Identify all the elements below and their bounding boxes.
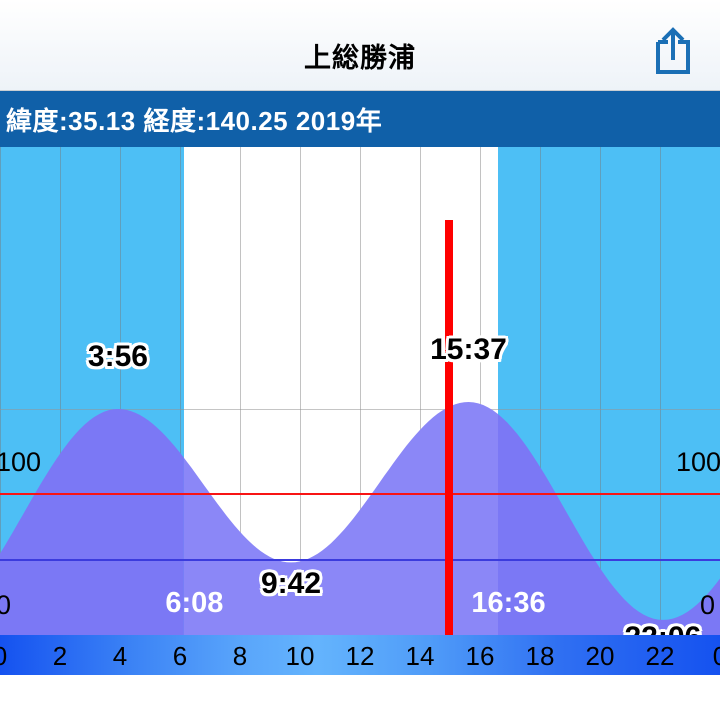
y-axis-label-right-100: 100: [676, 446, 720, 477]
time-axis: 0 2 4 6 8 10 12 14 16 18 20 22 0: [0, 635, 720, 675]
chart-gridline-vertical: [420, 147, 421, 635]
time-axis-tick: 12: [345, 641, 375, 671]
chart-gridline-vertical: [600, 147, 601, 635]
time-axis-tick: 6: [172, 641, 188, 671]
time-axis-tick: 4: [112, 641, 128, 671]
chart-gridline-vertical: [660, 147, 661, 635]
tide-extreme-label-high-2: 15:37: [430, 333, 507, 367]
chart-gridline-vertical: [540, 147, 541, 635]
page-title: 上総勝浦: [304, 43, 416, 73]
y-axis-label-left-100: 100: [0, 446, 42, 477]
time-axis-tick: 10: [285, 641, 315, 671]
app-header: 上総勝浦: [0, 0, 720, 91]
chart-gridline-vertical: [0, 147, 1, 635]
time-axis-tick: 2: [52, 641, 68, 671]
tide-curve: [0, 402, 720, 635]
coordinates-bar: 緯度:35.13 経度:140.25 2019年: [0, 91, 720, 147]
tide-extreme-label-high-1: 3:56: [87, 340, 148, 373]
current-time-marker: [444, 220, 453, 635]
y-axis-label-left-0: 0: [0, 589, 12, 620]
mid-level-blue: [0, 558, 720, 561]
time-axis-tick: 20: [585, 641, 615, 671]
time-axis-tick: 14: [405, 641, 435, 671]
tide-chart[interactable]: 100 0 100 0 3:56 9:42 15:37 22:06 6:08 1…: [0, 147, 720, 635]
chart-gridline-vertical: [180, 147, 181, 635]
time-axis-tick: 16: [465, 641, 495, 671]
y-axis-label-right-0: 0: [700, 589, 716, 620]
time-axis-tick: 8: [232, 641, 248, 671]
tide-extreme-label-low-2: 22:06: [625, 621, 702, 635]
time-axis-tick: 0: [0, 641, 7, 672]
sunrise-label: 6:08: [165, 587, 224, 619]
footer-spacer: [0, 675, 720, 707]
chart-gridline-vertical: [480, 147, 481, 635]
sunset-label: 16:36: [471, 587, 546, 619]
share-icon[interactable]: [646, 22, 700, 76]
chart-gridline-vertical: [360, 147, 361, 635]
coordinates-text: 緯度:35.13 経度:140.25 2019年: [6, 105, 383, 136]
time-axis-tick: 18: [525, 641, 555, 671]
time-axis-tick: 22: [645, 641, 675, 671]
chart-gridline-vertical: [240, 147, 241, 635]
time-axis-tick: 0: [713, 641, 720, 672]
chart-gridline-horizontal: [0, 409, 720, 410]
mean-level-red: [0, 492, 720, 495]
chart-gridline-vertical: [60, 147, 61, 635]
tide-extreme-label-low-1: 9:42: [261, 567, 322, 601]
chart-gridline-vertical: [300, 147, 301, 635]
chart-gridline-vertical: [120, 147, 121, 635]
